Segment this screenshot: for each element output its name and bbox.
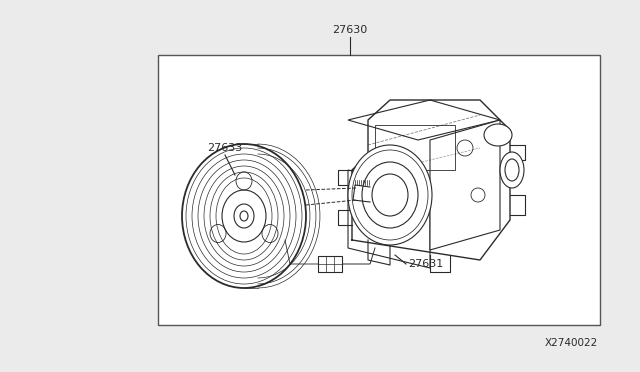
Bar	[375, 125, 455, 170]
Polygon shape	[430, 120, 500, 250]
Ellipse shape	[484, 124, 512, 146]
Polygon shape	[348, 100, 500, 140]
Polygon shape	[348, 170, 430, 268]
Text: X2740022: X2740022	[545, 338, 598, 348]
Ellipse shape	[362, 162, 418, 228]
Ellipse shape	[500, 152, 524, 188]
Text: 27633: 27633	[207, 143, 243, 153]
Text: 27631: 27631	[408, 259, 444, 269]
Bar	[318, 256, 342, 272]
Ellipse shape	[348, 145, 432, 245]
Text: 27630: 27630	[332, 25, 367, 35]
Bar	[158, 55, 600, 325]
